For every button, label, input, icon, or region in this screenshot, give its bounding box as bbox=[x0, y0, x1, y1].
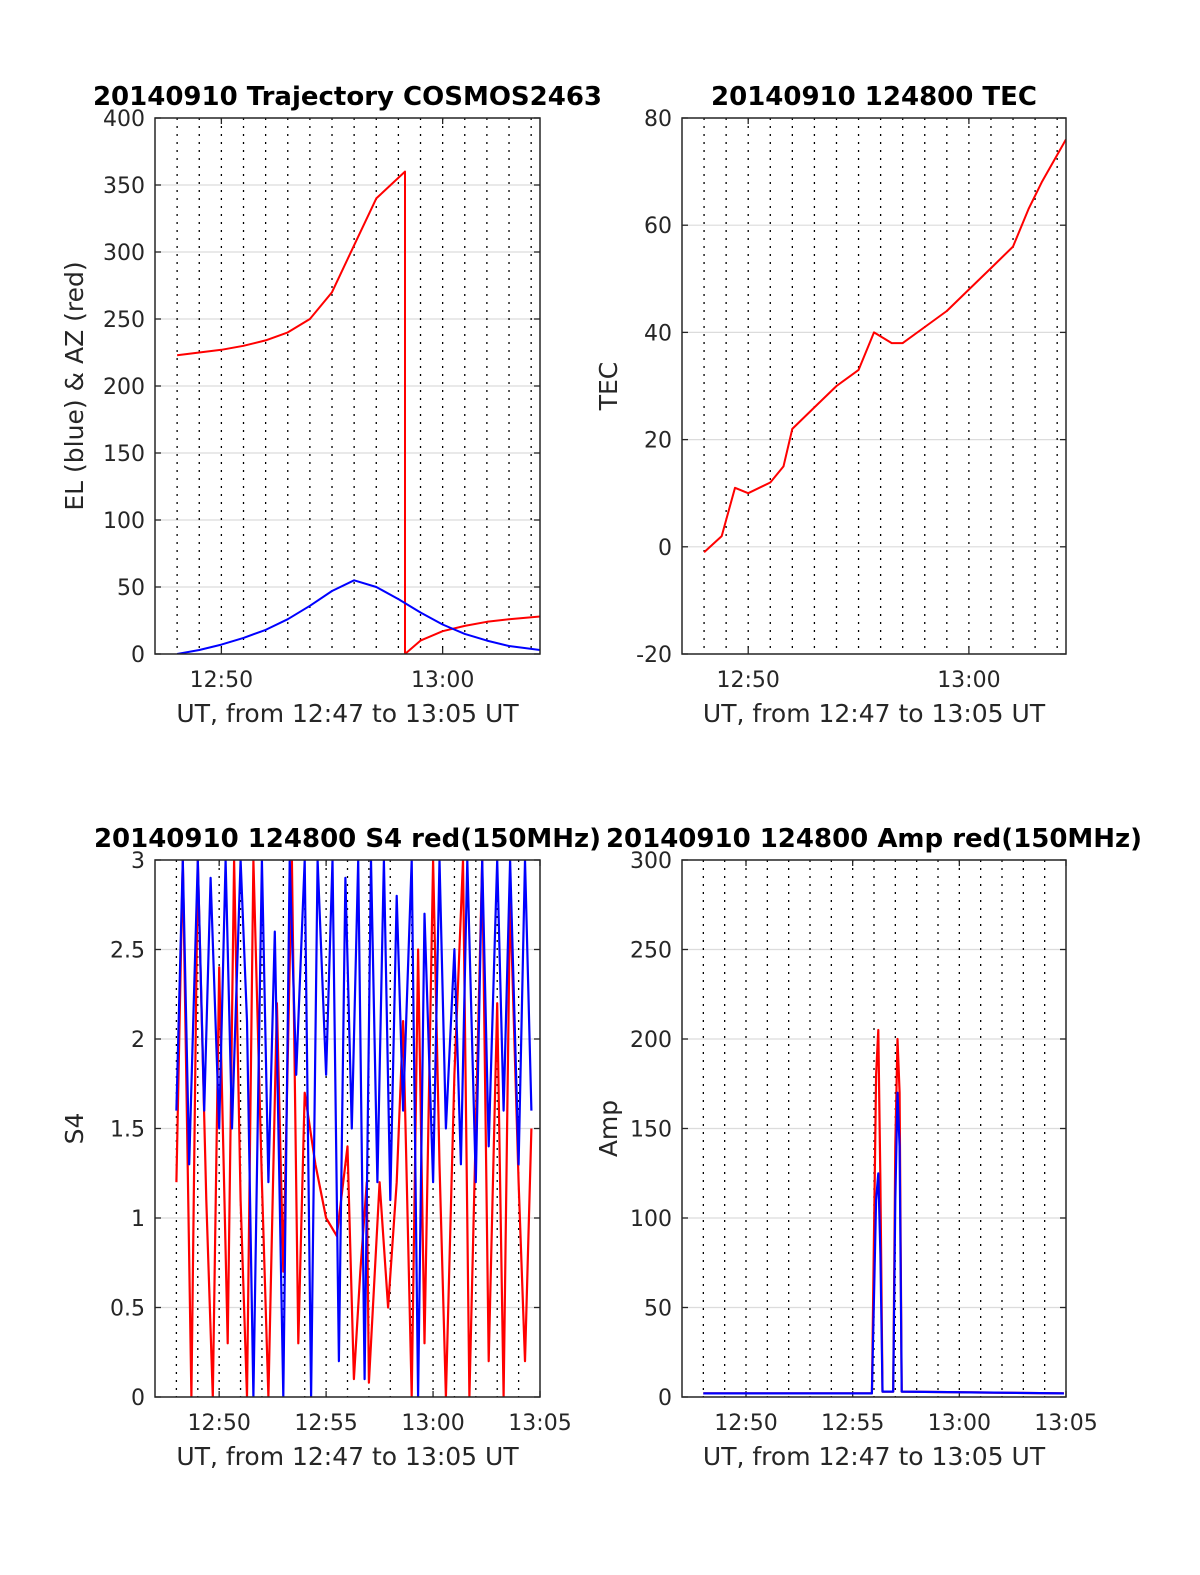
x-tick-label: 12:50 bbox=[717, 668, 780, 693]
y-tick-label: 200 bbox=[103, 375, 145, 400]
y-tick-label: 300 bbox=[103, 241, 145, 266]
x-tick-label: 13:00 bbox=[411, 668, 474, 693]
y-tick-label: 250 bbox=[103, 308, 145, 333]
x-tick-label: 13:00 bbox=[928, 1411, 991, 1436]
x-tick-label: 13:00 bbox=[937, 668, 1000, 693]
x-tick-label: 12:50 bbox=[190, 668, 253, 693]
y-axis-label: Amp bbox=[594, 1100, 623, 1157]
y-tick-label: 0 bbox=[658, 1386, 672, 1411]
y-axis-label: S4 bbox=[60, 1113, 89, 1145]
x-tick-label: 12:55 bbox=[294, 1411, 357, 1436]
chart-panel-3: 0 0.5 1 1.5 2 2.5 3 12:50 12:55 13:00 13:05 2014091… bbox=[60, 824, 601, 1471]
y-tick-label: 2 bbox=[131, 1028, 145, 1053]
y-tick-label: 20 bbox=[644, 429, 672, 454]
x-tick-label: 12:50 bbox=[714, 1411, 777, 1436]
x-tick-label: 13:05 bbox=[1034, 1411, 1097, 1436]
blue-series-line bbox=[703, 1091, 1064, 1395]
x-axis-label: UT, from 12:47 to 13:05 UT bbox=[176, 699, 519, 728]
x-tick-label: 13:05 bbox=[508, 1411, 571, 1436]
y-tick-label: 2.5 bbox=[110, 939, 145, 964]
y-tick-label: 50 bbox=[644, 1297, 672, 1322]
y-axis-label: TEC bbox=[594, 362, 623, 412]
x-tick-label: 13:00 bbox=[401, 1411, 464, 1436]
chart-panel-2: -20 0 20 40 60 80 12:50 13:00 20140910 124800 TE… bbox=[594, 82, 1067, 728]
y-tick-label: 150 bbox=[630, 1118, 672, 1143]
y-tick-label: 250 bbox=[630, 939, 672, 964]
y-tick-label: 300 bbox=[630, 849, 672, 874]
x-axis-label: UT, from 12:47 to 13:05 UT bbox=[703, 1442, 1046, 1471]
axes-frame bbox=[681, 117, 1067, 655]
blue-series-line bbox=[175, 860, 533, 1397]
y-tick-label: 0 bbox=[658, 536, 672, 561]
x-axis-label: UT, from 12:47 to 13:05 UT bbox=[176, 1442, 519, 1471]
y-tick-label: 100 bbox=[630, 1207, 672, 1232]
y-axis-label: EL (blue) & AZ (red) bbox=[60, 261, 89, 510]
y-tick-label: -20 bbox=[636, 643, 672, 668]
y-tick-label: 40 bbox=[644, 321, 672, 346]
chart-title: 20140910 124800 S4 red(150MHz) bbox=[94, 824, 601, 854]
chart-title: 20140910 124800 TEC bbox=[711, 82, 1037, 112]
red-series-line bbox=[176, 170, 540, 654]
x-tick-label: 12:50 bbox=[187, 1411, 250, 1436]
red-series-line bbox=[703, 1028, 1064, 1395]
y-tick-label: 150 bbox=[103, 442, 145, 467]
y-tick-label: 1 bbox=[131, 1207, 145, 1232]
x-axis-label: UT, from 12:47 to 13:05 UT bbox=[703, 699, 1046, 728]
chart-title: 20140910 Trajectory COSMOS2463 bbox=[93, 82, 602, 112]
y-tick-label: 400 bbox=[103, 107, 145, 132]
y-tick-label: 350 bbox=[103, 174, 145, 199]
y-tick-label: 0.5 bbox=[110, 1297, 145, 1322]
chart-panel-4: 0 50 100 150 200 250 300 12:50 12:55 13:00 13:05 20… bbox=[594, 824, 1142, 1471]
chart-panel-1: 0 50 100 150 200 250 300 350 400 12:50 13:00 201409… bbox=[60, 82, 602, 728]
axes-frame bbox=[154, 117, 541, 655]
y-tick-label: 60 bbox=[644, 214, 672, 239]
x-tick-label: 12:55 bbox=[821, 1411, 884, 1436]
y-tick-label: 3 bbox=[131, 849, 145, 874]
y-tick-label: 1.5 bbox=[110, 1118, 145, 1143]
y-tick-label: 200 bbox=[630, 1028, 672, 1053]
y-tick-label: 0 bbox=[131, 643, 145, 668]
axes-frame bbox=[681, 859, 1067, 1398]
y-tick-label: 80 bbox=[644, 107, 672, 132]
y-tick-label: 50 bbox=[117, 576, 145, 601]
y-tick-label: 100 bbox=[103, 509, 145, 534]
chart-title: 20140910 124800 Amp red(150MHz) bbox=[606, 824, 1142, 854]
y-tick-label: 0 bbox=[131, 1386, 145, 1411]
blue-series-line bbox=[176, 579, 540, 654]
red-series-line bbox=[703, 138, 1066, 553]
axes-frame bbox=[154, 859, 541, 1398]
